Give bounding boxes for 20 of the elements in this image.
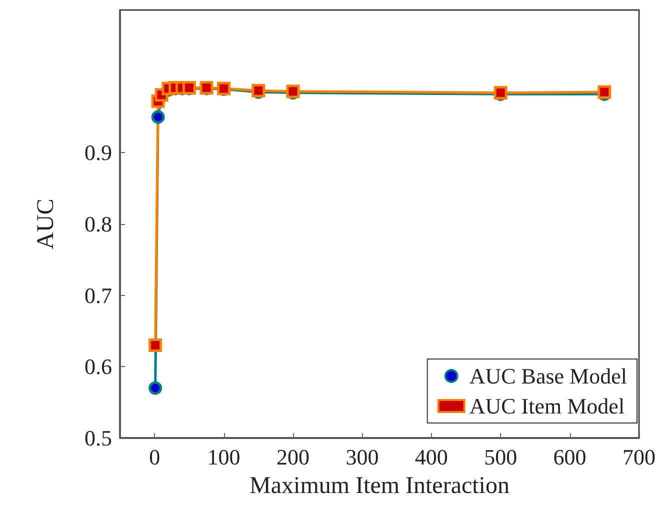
legend-label: AUC Base Model (469, 364, 628, 388)
y-tick-label: 0.5 (84, 426, 112, 450)
x-tick-label: 100 (207, 444, 240, 470)
x-tick-label: 500 (484, 444, 518, 470)
x-tick-label: 700 (622, 444, 656, 470)
y-axis-title: AUC (33, 198, 59, 250)
x-tick-label: 300 (346, 444, 379, 470)
y-tick-label: 0.9 (84, 140, 112, 166)
legend-label: AUC Item Model (469, 394, 625, 418)
y-tick-label: 0.6 (84, 354, 112, 380)
point (151, 110, 165, 124)
x-tick-label: 600 (553, 444, 586, 470)
x-tick-label: 400 (414, 444, 448, 470)
y-tick-label: 0.7 (84, 282, 112, 308)
x-tick-label: 0 (149, 444, 160, 470)
point (148, 381, 162, 395)
point (148, 338, 162, 352)
x-tick-label: 200 (276, 444, 310, 470)
y-tick-label: 0.8 (84, 212, 112, 236)
x-axis-title: Maximum Item Interaction (250, 473, 510, 499)
